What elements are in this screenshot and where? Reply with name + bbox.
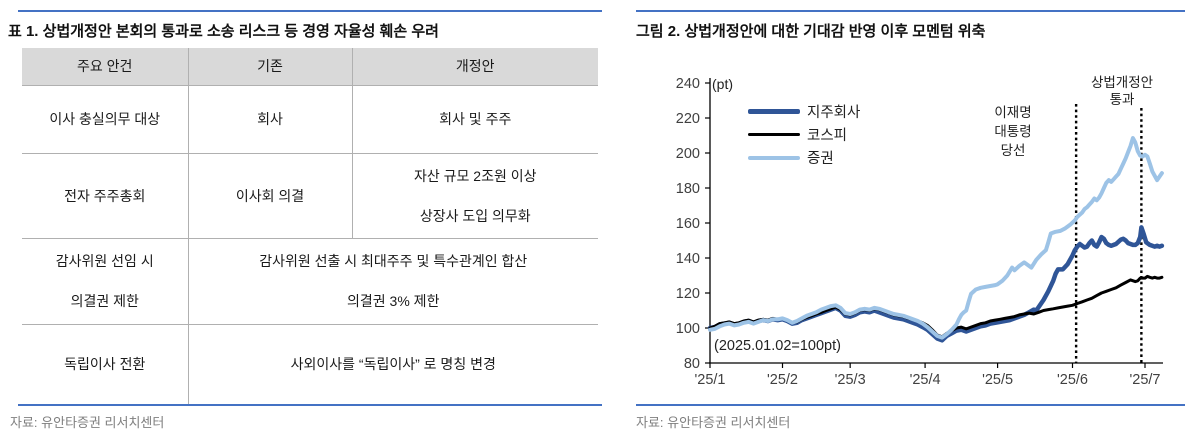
svg-text:'25/6: '25/6: [1057, 372, 1088, 388]
legend-label: 증권: [807, 151, 834, 167]
chart-title: 그림 2. 상법개정안에 대한 기대감 반영 이후 모멘텀 위축: [636, 23, 986, 40]
svg-text:'25/2: '25/2: [767, 372, 798, 388]
svg-text:'25/5: '25/5: [982, 372, 1013, 388]
securities-line-icon: [748, 155, 800, 160]
svg-text:'25/3: '25/3: [835, 372, 866, 388]
legend-item-securities: 증권: [748, 146, 860, 169]
legend-label: 코스피: [807, 128, 848, 144]
table-cell: 이사회 의결: [188, 153, 353, 239]
right-bottom-rule: [636, 404, 1185, 406]
index-base-note: (2025.01.02=100pt): [714, 338, 841, 354]
kospi-line-icon: [748, 133, 800, 136]
table-title: 표 1. 상법개정안 본회의 통과로 소송 리스크 등 경영 자율성 훼손 우려: [8, 23, 439, 40]
table-cell: 자산 규모 2조원 이상 상장사 도입 의무화: [352, 153, 598, 239]
legend-label: 지주회사: [807, 105, 861, 121]
svg-text:160: 160: [676, 216, 700, 232]
chart-panel: 그림 2. 상법개정안에 대한 기대감 반영 이후 모멘텀 위축 80 100 12…: [630, 0, 1199, 439]
legend-item-holding: 지주회사: [748, 100, 860, 123]
svg-text:200: 200: [676, 146, 700, 162]
right-source-text: 자료: 유안타증권 리서치센터: [636, 415, 791, 430]
annotation-amendment-pass: 상법개정안 통과: [1090, 75, 1154, 107]
holding-line-icon: [748, 109, 800, 114]
left-source-text: 자료: 유안타증권 리서치센터: [10, 415, 165, 430]
svg-text:100: 100: [676, 321, 700, 337]
line-chart: 80 100 120 140 160 180 200 220 240 '25/1 '25/2 '25/…: [676, 76, 1165, 388]
left-top-rule: [18, 10, 602, 12]
table-header-row: 주요 안건 기존 개정안: [22, 48, 598, 86]
table-row: 독립이사 전환 사외이사를 “독립이사” 로 명칭 변경: [22, 324, 598, 404]
table-row: 이사 충실의무 대상 회사 회사 및 주주: [22, 85, 598, 154]
table-row: 전자 주주총회 이사회 의결 자산 규모 2조원 이상 상장사 도입 의무화: [22, 153, 598, 239]
right-top-rule: [636, 10, 1185, 12]
table-cell: 독립이사 전환: [22, 324, 189, 404]
annotation-election: 이재명 대통령 당선: [994, 105, 1032, 158]
table-cell: 회사 및 주주: [352, 85, 598, 154]
table-cell: 전자 주주총회: [22, 153, 189, 239]
svg-text:'25/7: '25/7: [1130, 372, 1161, 388]
table-header-existing: 기존: [188, 48, 353, 86]
table-row: 감사위원 선임 시 의결권 제한 감사위원 선출 시 최대주주 및 특수관계인 …: [22, 238, 598, 325]
svg-text:'25/4: '25/4: [910, 372, 941, 388]
table-header-agenda: 주요 안건: [22, 48, 189, 86]
y-axis-unit-label: (pt): [712, 76, 733, 92]
svg-text:120: 120: [676, 286, 700, 302]
table-cell: 회사: [188, 85, 353, 154]
table-header-amendment: 개정안: [352, 48, 598, 86]
amendment-table: 주요 안건 기존 개정안 이사 충실의무 대상 회사 회사 및 주주 전자 주주…: [22, 48, 598, 404]
legend-item-kospi: 코스피: [748, 123, 860, 146]
left-bottom-rule: [18, 404, 602, 406]
svg-text:80: 80: [684, 356, 700, 372]
table-cell: 감사위원 선임 시 의결권 제한: [22, 238, 189, 325]
table-cell-merged: 감사위원 선출 시 최대주주 및 특수관계인 합산 의결권 3% 제한: [188, 238, 598, 325]
svg-text:220: 220: [676, 111, 700, 127]
table-cell-merged: 사외이사를 “독립이사” 로 명칭 변경: [290, 356, 496, 373]
svg-text:'25/1: '25/1: [695, 372, 726, 388]
table-cell: 이사 충실의무 대상: [22, 85, 189, 154]
chart-legend: 지주회사 코스피 증권: [748, 100, 860, 169]
svg-text:240: 240: [676, 76, 700, 92]
svg-text:140: 140: [676, 251, 700, 267]
svg-text:180: 180: [676, 181, 700, 197]
